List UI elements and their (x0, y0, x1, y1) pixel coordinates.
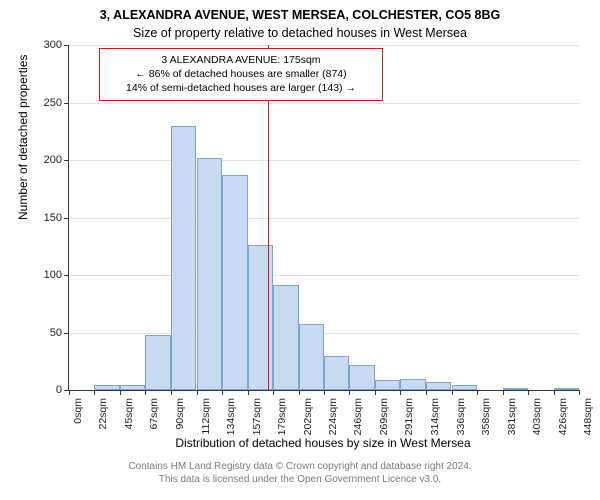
x-tick-label: 381sqm (506, 398, 518, 448)
x-tick (145, 390, 146, 395)
y-axis-title: Number of detached properties (16, 55, 30, 220)
x-tick-label: 157sqm (251, 398, 263, 448)
x-tick (554, 390, 555, 395)
y-tick (64, 45, 69, 46)
x-tick (299, 390, 300, 395)
annotation-line: 3 ALEXANDRA AVENUE: 175sqm (106, 53, 376, 67)
x-tick-label: 134sqm (225, 398, 237, 448)
grid-line (69, 45, 579, 46)
grid-line (69, 160, 579, 161)
histogram-bar (299, 324, 324, 390)
x-axis-title: Distribution of detached houses by size … (68, 436, 578, 450)
x-tick-label: 426sqm (557, 398, 569, 448)
histogram-bar (222, 175, 248, 390)
credits-line: This data is licensed under the Open Gov… (0, 473, 600, 486)
x-tick (94, 390, 95, 395)
x-tick-label: 224sqm (327, 398, 339, 448)
y-tick-label: 250 (32, 97, 62, 109)
x-tick (120, 390, 121, 395)
y-tick (64, 160, 69, 161)
x-tick (400, 390, 401, 395)
chart-container: 3, ALEXANDRA AVENUE, WEST MERSEA, COLCHE… (0, 0, 600, 500)
x-tick (375, 390, 376, 395)
grid-line (69, 275, 579, 276)
y-tick-label: 100 (32, 269, 62, 281)
grid-line (69, 103, 579, 104)
annotation-line: 14% of semi-detached houses are larger (… (106, 81, 376, 95)
x-tick-label: 90sqm (174, 398, 186, 448)
y-tick (64, 275, 69, 276)
histogram-bar (554, 388, 579, 390)
histogram-bar (452, 385, 477, 390)
histogram-bar (273, 285, 299, 390)
x-tick-label: 246sqm (352, 398, 364, 448)
x-tick (222, 390, 223, 395)
y-tick-label: 0 (32, 384, 62, 396)
y-tick (64, 218, 69, 219)
histogram-bar (349, 365, 375, 390)
x-tick-label: 202sqm (302, 398, 314, 448)
x-tick (452, 390, 453, 395)
histogram-bar (503, 388, 528, 390)
x-tick-label: 336sqm (455, 398, 467, 448)
x-tick-label: 448sqm (582, 398, 594, 448)
x-tick (579, 390, 580, 395)
x-tick-label: 314sqm (429, 398, 441, 448)
x-tick-label: 269sqm (378, 398, 390, 448)
annotation-line: ← 86% of detached houses are smaller (87… (106, 67, 376, 81)
y-tick (64, 333, 69, 334)
x-tick (426, 390, 427, 395)
x-tick-label: 112sqm (200, 398, 212, 448)
chart-title-sub: Size of property relative to detached ho… (0, 22, 600, 40)
x-tick (248, 390, 249, 395)
x-tick (69, 390, 70, 395)
x-tick-label: 403sqm (531, 398, 543, 448)
x-tick-label: 67sqm (148, 398, 160, 448)
histogram-bar (197, 158, 222, 390)
y-tick (64, 103, 69, 104)
grid-line (69, 333, 579, 334)
x-tick-label: 22sqm (97, 398, 109, 448)
histogram-bar (145, 335, 171, 390)
histogram-bar (171, 126, 196, 391)
histogram-bar (324, 356, 349, 391)
y-tick-label: 50 (32, 327, 62, 339)
x-tick (477, 390, 478, 395)
x-tick-label: 45sqm (123, 398, 135, 448)
x-tick (503, 390, 504, 395)
x-tick (197, 390, 198, 395)
x-tick (349, 390, 350, 395)
grid-line (69, 218, 579, 219)
x-tick-label: 0sqm (72, 398, 84, 448)
x-tick (171, 390, 172, 395)
x-tick-label: 358sqm (480, 398, 492, 448)
histogram-bar (426, 382, 451, 390)
credits: Contains HM Land Registry data © Crown c… (0, 460, 600, 486)
histogram-bar (400, 379, 426, 391)
annotation-box: 3 ALEXANDRA AVENUE: 175sqm ← 86% of deta… (99, 48, 383, 101)
histogram-bar (94, 385, 120, 390)
x-tick (273, 390, 274, 395)
y-tick-label: 300 (32, 39, 62, 51)
x-tick (324, 390, 325, 395)
plot-area: 3 ALEXANDRA AVENUE: 175sqm ← 86% of deta… (68, 45, 579, 391)
credits-line: Contains HM Land Registry data © Crown c… (0, 460, 600, 473)
chart-title-main: 3, ALEXANDRA AVENUE, WEST MERSEA, COLCHE… (0, 0, 600, 22)
x-tick-label: 179sqm (276, 398, 288, 448)
x-tick (528, 390, 529, 395)
histogram-bar (120, 385, 145, 390)
y-tick-label: 200 (32, 154, 62, 166)
y-tick-label: 150 (32, 212, 62, 224)
x-tick-label: 291sqm (403, 398, 415, 448)
histogram-bar (375, 380, 400, 390)
